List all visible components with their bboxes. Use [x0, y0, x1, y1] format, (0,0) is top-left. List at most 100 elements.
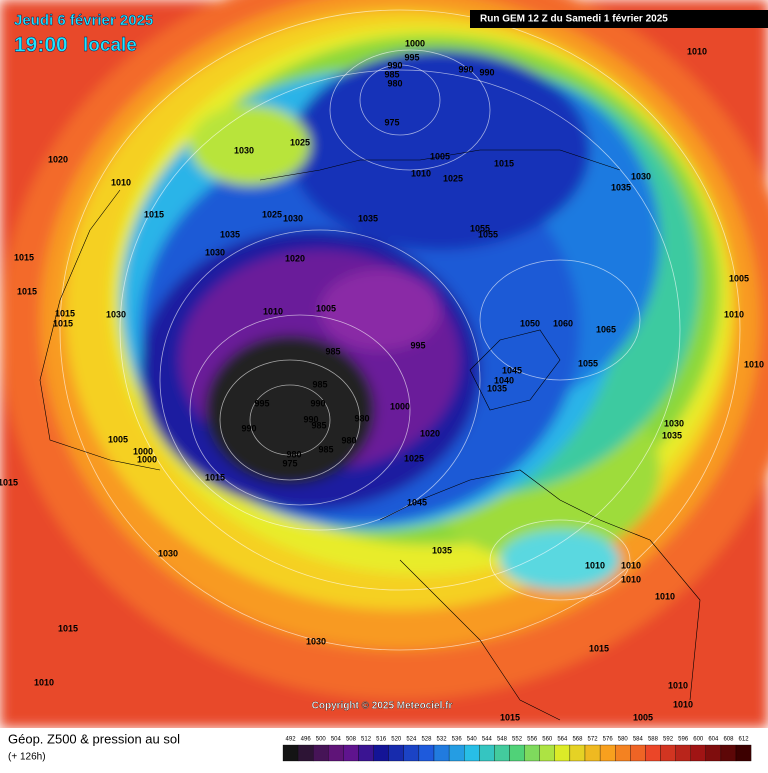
colorbar-tick-label: 528: [421, 737, 432, 743]
isobar-label: 1005: [316, 303, 336, 313]
isobar-label: 1045: [502, 365, 522, 375]
colorbar-tick-label: 524: [406, 737, 417, 743]
isobar-label: 1030: [664, 418, 684, 428]
colorbar-tick-label: 612: [739, 737, 750, 743]
isobar-label: 1015: [58, 623, 78, 633]
colorbar-tick-label: 572: [588, 737, 599, 743]
isobar-label: 980: [354, 413, 369, 423]
colorbar-tick-label: 544: [482, 737, 493, 743]
isobar-label: 1005: [633, 712, 653, 722]
isobar-label: 1010: [111, 177, 131, 187]
isobar-label: 985: [312, 379, 327, 389]
colorbar-swatch: [675, 744, 691, 762]
isobar-label: 1005: [729, 273, 749, 283]
colorbar-tick-label: 600: [693, 737, 704, 743]
colorbar-swatch: [524, 744, 540, 762]
isobar-label: 1025: [290, 137, 310, 147]
isobar-label: 1030: [234, 145, 254, 155]
colorbar-tick-label: 580: [618, 737, 629, 743]
isobar-label: 990: [387, 60, 402, 70]
colorbar-swatch: [418, 744, 435, 762]
isobar-label: 990: [479, 67, 494, 77]
isobar-label: 1000: [137, 454, 157, 464]
isobar-label: 1030: [158, 548, 178, 558]
isobar-label: 1010: [655, 591, 675, 601]
isobar-label: 990: [310, 398, 325, 408]
isobar-label: 1055: [478, 229, 498, 239]
colorbar-swatch: [630, 744, 646, 762]
forecast-time: 19:00: [14, 34, 68, 57]
isobar-label: 1015: [494, 158, 514, 168]
colorbar-tick-label: 596: [678, 737, 689, 743]
isobar-label: 1010: [411, 168, 431, 178]
colorbar-swatch: [479, 744, 495, 762]
isobar-label: 1045: [407, 497, 427, 507]
isobar-label: 1030: [631, 171, 651, 181]
colorbar-swatch: [403, 744, 420, 762]
colorbar-swatch: [569, 744, 586, 762]
isobars: [59, 9, 741, 651]
footer-title: Géop. Z500 & pression au sol: [8, 731, 180, 746]
isobar-label: 1010: [687, 46, 707, 56]
isobar-label: 1015: [14, 252, 34, 262]
colorbar-tick-label: 564: [557, 737, 568, 743]
isobar-label: 995: [410, 340, 425, 350]
isobar-label: 1025: [262, 209, 282, 219]
colorbar-swatch: [690, 744, 706, 762]
isobar-label: 995: [404, 52, 419, 62]
isobar-label: 980: [286, 449, 301, 459]
colorbar-swatch: [282, 744, 299, 762]
colorbar-swatch: [539, 744, 555, 762]
isobar-label: 990: [303, 414, 318, 424]
colorbar-swatch: [554, 744, 571, 762]
forecast-date: Jeudi 6 février 2025: [14, 12, 153, 29]
colorbar-tick-label: 548: [497, 737, 508, 743]
isobar-label: 1015: [55, 308, 75, 318]
isobar-label: 980: [341, 435, 356, 445]
colorbar-tick-label: 532: [437, 737, 448, 743]
isobar-label: 1015: [144, 209, 164, 219]
isobar-label: 1010: [585, 560, 605, 570]
isobar-label: 1015: [500, 712, 520, 722]
isobar-label: 985: [311, 420, 326, 430]
isobar-label: 1035: [611, 182, 631, 192]
isobar-label: 1005: [430, 151, 450, 161]
isobar-label: 1020: [285, 253, 305, 263]
isobar-label: 1035: [662, 430, 682, 440]
colorbar-swatch: [720, 744, 737, 762]
colorbar-tick-label: 512: [361, 737, 372, 743]
colorbar-tick-label: 500: [316, 737, 327, 743]
colorbar-tick-label: 536: [452, 737, 463, 743]
time-note: locale: [83, 35, 137, 56]
isobar-label: 1030: [106, 309, 126, 319]
geopotential-field: [0, 0, 768, 728]
isobar-label: 1025: [443, 173, 463, 183]
colorbar-tick-label: 588: [648, 737, 659, 743]
isobar-label: 1020: [420, 428, 440, 438]
colorbar-swatch: [584, 744, 601, 762]
isobar-label: 1050: [520, 318, 540, 328]
colorbar-tick-label: 584: [633, 737, 644, 743]
colorbar-swatch: [328, 744, 344, 762]
colorbar-swatch: [645, 744, 661, 762]
isobar-label: 1010: [621, 574, 641, 584]
isobar-label: 985: [318, 444, 333, 454]
colorbar-swatch: [599, 744, 616, 762]
isobar-label: 1010: [34, 677, 54, 687]
colorbar-swatch: [358, 744, 374, 762]
colorbar-tick-label: 552: [512, 737, 523, 743]
isobar-label: 1055: [578, 358, 598, 368]
isobar-label: 1030: [283, 213, 303, 223]
isobar-label: 1010: [673, 699, 693, 709]
isobar-label: 1035: [358, 213, 378, 223]
colorbar-swatch: [660, 744, 676, 762]
isobar-label: 1015: [0, 477, 18, 487]
colorbar-tick-label: 576: [603, 737, 614, 743]
isobar-label: 1030: [205, 247, 225, 257]
isobar-label: 980: [387, 78, 402, 88]
isobar-label: 1015: [205, 472, 225, 482]
colorbar-swatch: [297, 744, 314, 762]
isobar-label: 985: [384, 69, 399, 79]
isobar-label: 1055: [470, 223, 490, 233]
